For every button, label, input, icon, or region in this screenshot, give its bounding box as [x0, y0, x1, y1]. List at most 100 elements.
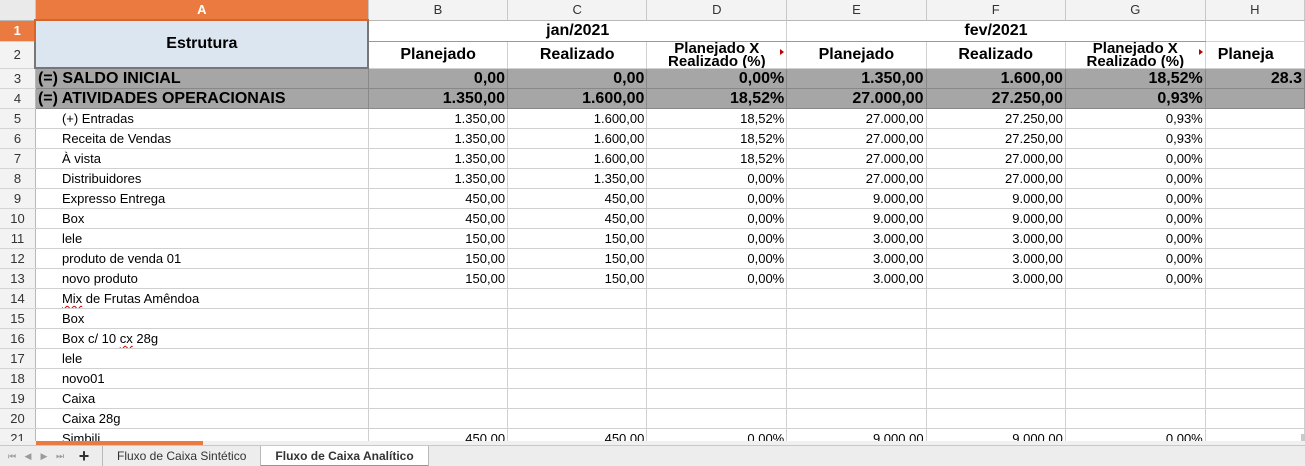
- label-cell[interactable]: Box: [35, 208, 369, 229]
- row-header-19[interactable]: 19: [0, 388, 36, 409]
- value-cell-planned-jan[interactable]: 1.350,00: [368, 88, 509, 109]
- value-cell-planned-fev[interactable]: 3.000,00: [786, 268, 927, 289]
- row-header-5[interactable]: 5: [0, 108, 36, 129]
- tab-fluxo-analitico[interactable]: Fluxo de Caixa Analítico: [260, 445, 429, 466]
- first-sheet-icon[interactable]: ⏮: [7, 450, 17, 461]
- value-cell-realized-jan[interactable]: 1.600,00: [507, 128, 648, 149]
- value-cell-realized-jan[interactable]: 150,00: [507, 228, 648, 249]
- value-cell-h[interactable]: [1205, 248, 1305, 269]
- row-header-6[interactable]: 6: [0, 128, 36, 149]
- column-header-d[interactable]: D: [646, 0, 788, 21]
- value-cell-planned-jan[interactable]: 150,00: [368, 228, 509, 249]
- value-cell-realized-jan[interactable]: [507, 288, 648, 309]
- value-cell-realized-jan[interactable]: [507, 348, 648, 369]
- row-header-7[interactable]: 7: [0, 148, 36, 169]
- value-cell-variance-jan[interactable]: 18,52%: [646, 148, 788, 169]
- value-cell-realized-fev[interactable]: 27.250,00: [926, 128, 1066, 149]
- row-header-18[interactable]: 18: [0, 368, 36, 389]
- value-cell-variance-jan[interactable]: 0,00%: [646, 248, 788, 269]
- value-cell-planned-fev[interactable]: [786, 308, 927, 329]
- value-cell-realized-jan[interactable]: 450,00: [507, 188, 648, 209]
- realized-header-fev[interactable]: Realizado: [926, 41, 1066, 69]
- value-cell-realized-jan[interactable]: 1.600,00: [507, 108, 648, 129]
- value-cell-planned-jan[interactable]: 1.350,00: [368, 128, 509, 149]
- label-cell[interactable]: novo produto: [35, 268, 369, 289]
- value-cell-variance-fev[interactable]: 0,00%: [1065, 188, 1206, 209]
- value-cell-realized-fev[interactable]: [926, 288, 1066, 309]
- value-cell-realized-fev[interactable]: 1.600,00: [926, 68, 1066, 89]
- value-cell-h[interactable]: [1205, 288, 1305, 309]
- row-header-9[interactable]: 9: [0, 188, 36, 209]
- value-cell-realized-fev[interactable]: 3.000,00: [926, 268, 1066, 289]
- value-cell-planned-jan[interactable]: 1.350,00: [368, 148, 509, 169]
- value-cell-planned-jan[interactable]: [368, 348, 509, 369]
- value-cell-planned-fev[interactable]: 27.000,00: [786, 128, 927, 149]
- value-cell-realized-fev[interactable]: [926, 368, 1066, 389]
- value-cell-variance-fev[interactable]: 0,00%: [1065, 228, 1206, 249]
- label-cell[interactable]: Expresso Entrega: [35, 188, 369, 209]
- variance-header-jan[interactable]: Planejado X Realizado (%): [646, 41, 788, 69]
- label-cell[interactable]: novo01: [35, 368, 369, 389]
- value-cell-realized-jan[interactable]: 150,00: [507, 268, 648, 289]
- column-header-f[interactable]: F: [926, 0, 1066, 21]
- value-cell-realized-fev[interactable]: [926, 308, 1066, 329]
- cell-table[interactable]: A B C D E F G H 1 Estrutura jan/2021 fev…: [0, 0, 1305, 441]
- value-cell-variance-fev[interactable]: 0,00%: [1065, 248, 1206, 269]
- value-cell-planned-fev[interactable]: [786, 388, 927, 409]
- value-cell-variance-fev[interactable]: [1065, 288, 1206, 309]
- scrollbar-thumb[interactable]: [36, 441, 203, 445]
- value-cell-variance-jan[interactable]: [646, 328, 788, 349]
- value-cell-planned-fev[interactable]: 3.000,00: [786, 228, 927, 249]
- value-cell-realized-jan[interactable]: 0,00: [507, 68, 648, 89]
- value-cell-variance-fev[interactable]: [1065, 368, 1206, 389]
- value-cell-realized-fev[interactable]: 9.000,00: [926, 188, 1066, 209]
- value-cell-planned-jan[interactable]: 0,00: [368, 68, 509, 89]
- column-header-e[interactable]: E: [786, 0, 927, 21]
- label-cell[interactable]: À vista: [35, 148, 369, 169]
- row-header-11[interactable]: 11: [0, 228, 36, 249]
- value-cell-variance-jan[interactable]: 0,00%: [646, 168, 788, 189]
- value-cell-realized-jan[interactable]: [507, 368, 648, 389]
- value-cell-realized-fev[interactable]: 3.000,00: [926, 228, 1066, 249]
- value-cell-variance-jan[interactable]: [646, 308, 788, 329]
- value-cell-planned-fev[interactable]: [786, 408, 927, 429]
- value-cell-variance-fev[interactable]: 0,00%: [1065, 428, 1206, 441]
- value-cell-planned-fev[interactable]: 9.000,00: [786, 208, 927, 229]
- prev-sheet-icon[interactable]: ◀: [24, 450, 32, 461]
- value-cell-realized-fev[interactable]: [926, 328, 1066, 349]
- value-cell-h[interactable]: [1205, 408, 1305, 429]
- value-cell-variance-jan[interactable]: [646, 348, 788, 369]
- last-sheet-icon[interactable]: ⏭: [55, 450, 65, 461]
- value-cell-h[interactable]: [1205, 128, 1305, 149]
- value-cell-variance-jan[interactable]: 0,00%: [646, 68, 788, 89]
- add-sheet-icon[interactable]: +: [78, 445, 90, 466]
- value-cell-h[interactable]: [1205, 348, 1305, 369]
- column-header-h[interactable]: H: [1205, 0, 1305, 21]
- value-cell-h[interactable]: [1205, 168, 1305, 189]
- row-header-14[interactable]: 14: [0, 288, 36, 309]
- tab-fluxo-sintetico[interactable]: Fluxo de Caixa Sintético: [102, 445, 262, 466]
- value-cell-planned-jan[interactable]: 450,00: [368, 208, 509, 229]
- structure-header-cell[interactable]: Estrutura: [34, 19, 370, 69]
- value-cell-variance-fev[interactable]: [1065, 328, 1206, 349]
- label-cell[interactable]: (+) Entradas: [35, 108, 369, 129]
- value-cell-variance-fev[interactable]: 0,93%: [1065, 108, 1206, 129]
- value-cell-planned-jan[interactable]: 150,00: [368, 268, 509, 289]
- value-cell-variance-fev[interactable]: 0,93%: [1065, 88, 1206, 109]
- value-cell-variance-fev[interactable]: [1065, 348, 1206, 369]
- value-cell-planned-jan[interactable]: [368, 308, 509, 329]
- value-cell-realized-jan[interactable]: 450,00: [507, 428, 648, 441]
- value-cell-variance-jan[interactable]: 18,52%: [646, 108, 788, 129]
- value-cell-planned-jan[interactable]: [368, 408, 509, 429]
- value-cell-planned-fev[interactable]: [786, 288, 927, 309]
- realized-header-jan[interactable]: Realizado: [507, 41, 648, 69]
- value-cell-variance-fev[interactable]: 0,00%: [1065, 148, 1206, 169]
- label-cell[interactable]: (=) ATIVIDADES OPERACIONAIS: [35, 88, 369, 109]
- value-cell-h[interactable]: [1205, 368, 1305, 389]
- month-header-fev[interactable]: fev/2021: [786, 20, 1206, 42]
- value-cell-planned-jan[interactable]: [368, 288, 509, 309]
- value-cell-realized-fev[interactable]: [926, 348, 1066, 369]
- row-header-1[interactable]: 1: [0, 20, 37, 42]
- value-cell-variance-fev[interactable]: [1065, 408, 1206, 429]
- value-cell-planned-jan[interactable]: 450,00: [368, 188, 509, 209]
